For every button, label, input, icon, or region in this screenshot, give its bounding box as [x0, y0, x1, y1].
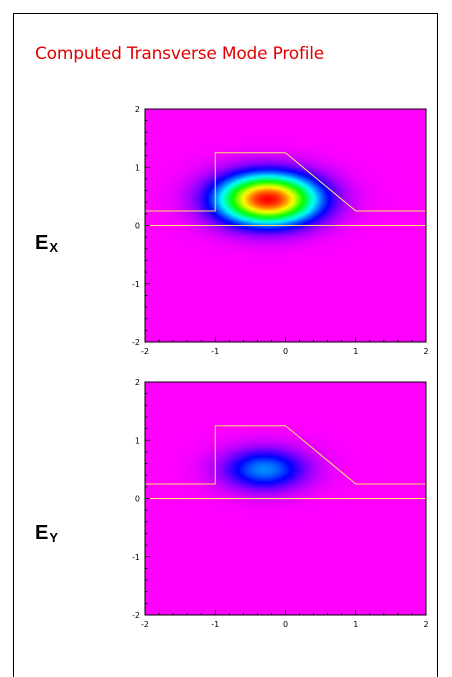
figure-frame	[13, 13, 438, 677]
ex-label-main: E	[35, 232, 49, 254]
ey-label-sub: Y	[49, 530, 59, 545]
ey-label-main: E	[35, 522, 49, 544]
ex-label: EX	[35, 232, 58, 255]
figure-title: Computed Transverse Mode Profile	[35, 44, 325, 64]
ex-label-sub: X	[49, 240, 59, 255]
ey-label: EY	[35, 522, 58, 545]
